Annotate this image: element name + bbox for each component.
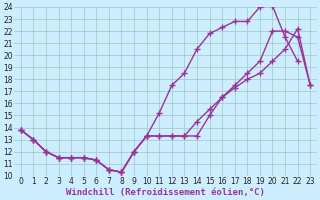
X-axis label: Windchill (Refroidissement éolien,°C): Windchill (Refroidissement éolien,°C) <box>66 188 265 197</box>
